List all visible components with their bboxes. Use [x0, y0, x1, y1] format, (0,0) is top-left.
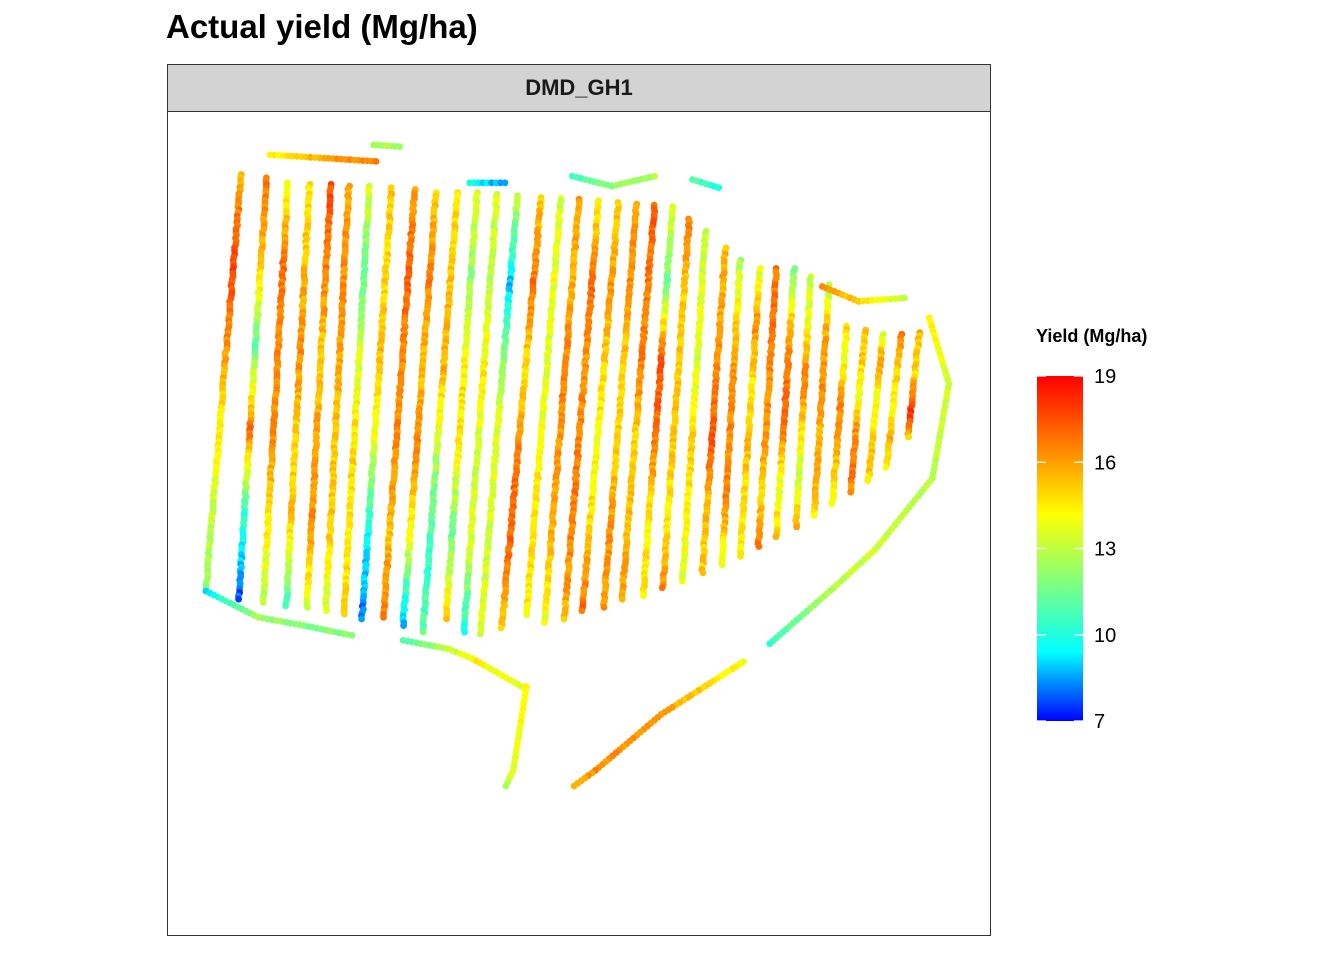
yield-point-pass-3	[259, 599, 267, 606]
yield-point-pass-27	[737, 553, 744, 560]
yield-point-pass-12	[443, 615, 450, 623]
legend-colorbar: 19 16 13 10 7	[1037, 366, 1116, 733]
yield-point-pass-21	[618, 595, 626, 603]
legend-ticks: 19 16 13 10 7	[1037, 366, 1116, 733]
yield-point-headland-7	[766, 640, 774, 648]
yield-point-pass-28	[755, 543, 763, 550]
legend-tick-label: 19	[1094, 366, 1116, 388]
yield-point-pass-4	[282, 602, 289, 610]
yield-point-pass-7	[341, 610, 348, 618]
yield-point-pass-31	[810, 511, 818, 519]
yield-point-pass-13	[461, 628, 468, 636]
yield-points	[202, 141, 953, 790]
yield-point-pass-22	[639, 592, 647, 600]
yield-point-pass-19	[578, 607, 586, 615]
yield-point-pass-8	[358, 615, 365, 623]
yield-point-headland-11	[502, 782, 510, 790]
yield-point-pass-32	[828, 500, 835, 508]
yield-point-headland-2	[396, 143, 404, 150]
yield-point-pass-36	[905, 433, 912, 441]
legend-tick-label: 16	[1094, 452, 1116, 474]
yield-point-headland-9	[348, 632, 356, 639]
yield-point-pass-6	[323, 607, 330, 615]
yield-point-pass-2	[235, 595, 242, 603]
yield-point-pass-14	[476, 630, 484, 638]
yield-point-pass-24	[679, 577, 686, 585]
yield-point-pass-35	[882, 464, 890, 471]
yield-point-headland-3	[501, 179, 509, 187]
legend-tick-label: 7	[1094, 711, 1105, 733]
yield-point-pass-30	[793, 523, 800, 531]
yield-point-pass-5	[304, 604, 311, 611]
yield-point-pass-9	[380, 613, 387, 621]
color-legend: Yield (Mg/ha) 19 16 13 10 7	[1036, 326, 1236, 746]
yield-point-headland-5	[715, 184, 723, 192]
yield-point-pass-26	[718, 561, 726, 569]
yield-point-pass-20	[600, 604, 608, 611]
chart-title: Actual yield (Mg/ha)	[166, 8, 478, 45]
yield-point-pass-18	[560, 615, 568, 623]
legend-tick-label: 13	[1094, 539, 1116, 561]
yield-point-headland-1	[372, 158, 380, 165]
legend-title: Yield (Mg/ha)	[1036, 326, 1148, 346]
legend-tick-label: 10	[1094, 625, 1116, 647]
yield-scatter-plot	[202, 141, 953, 790]
plot-panel: DMD_GH1	[167, 64, 991, 936]
yield-point-pass-11	[419, 628, 427, 636]
yield-point-pass-17	[541, 618, 548, 626]
yield-point-pass-10	[400, 622, 407, 629]
yield-point-pass-33	[847, 488, 855, 496]
yield-point-headland-10	[518, 683, 525, 690]
yield-point-headland-6	[901, 294, 908, 302]
yield-point-pass-16	[523, 611, 531, 619]
yield-point-headland-4	[651, 172, 658, 180]
yield-point-pass-34	[864, 477, 872, 485]
yield-point-pass-15	[497, 624, 505, 632]
yield-point-pass-25	[699, 569, 707, 577]
facet-strip-label: DMD_GH1	[168, 65, 990, 112]
yield-point-headland-8	[570, 782, 578, 790]
yield-point-pass-29	[772, 533, 780, 541]
yield-point-pass-23	[658, 584, 666, 592]
